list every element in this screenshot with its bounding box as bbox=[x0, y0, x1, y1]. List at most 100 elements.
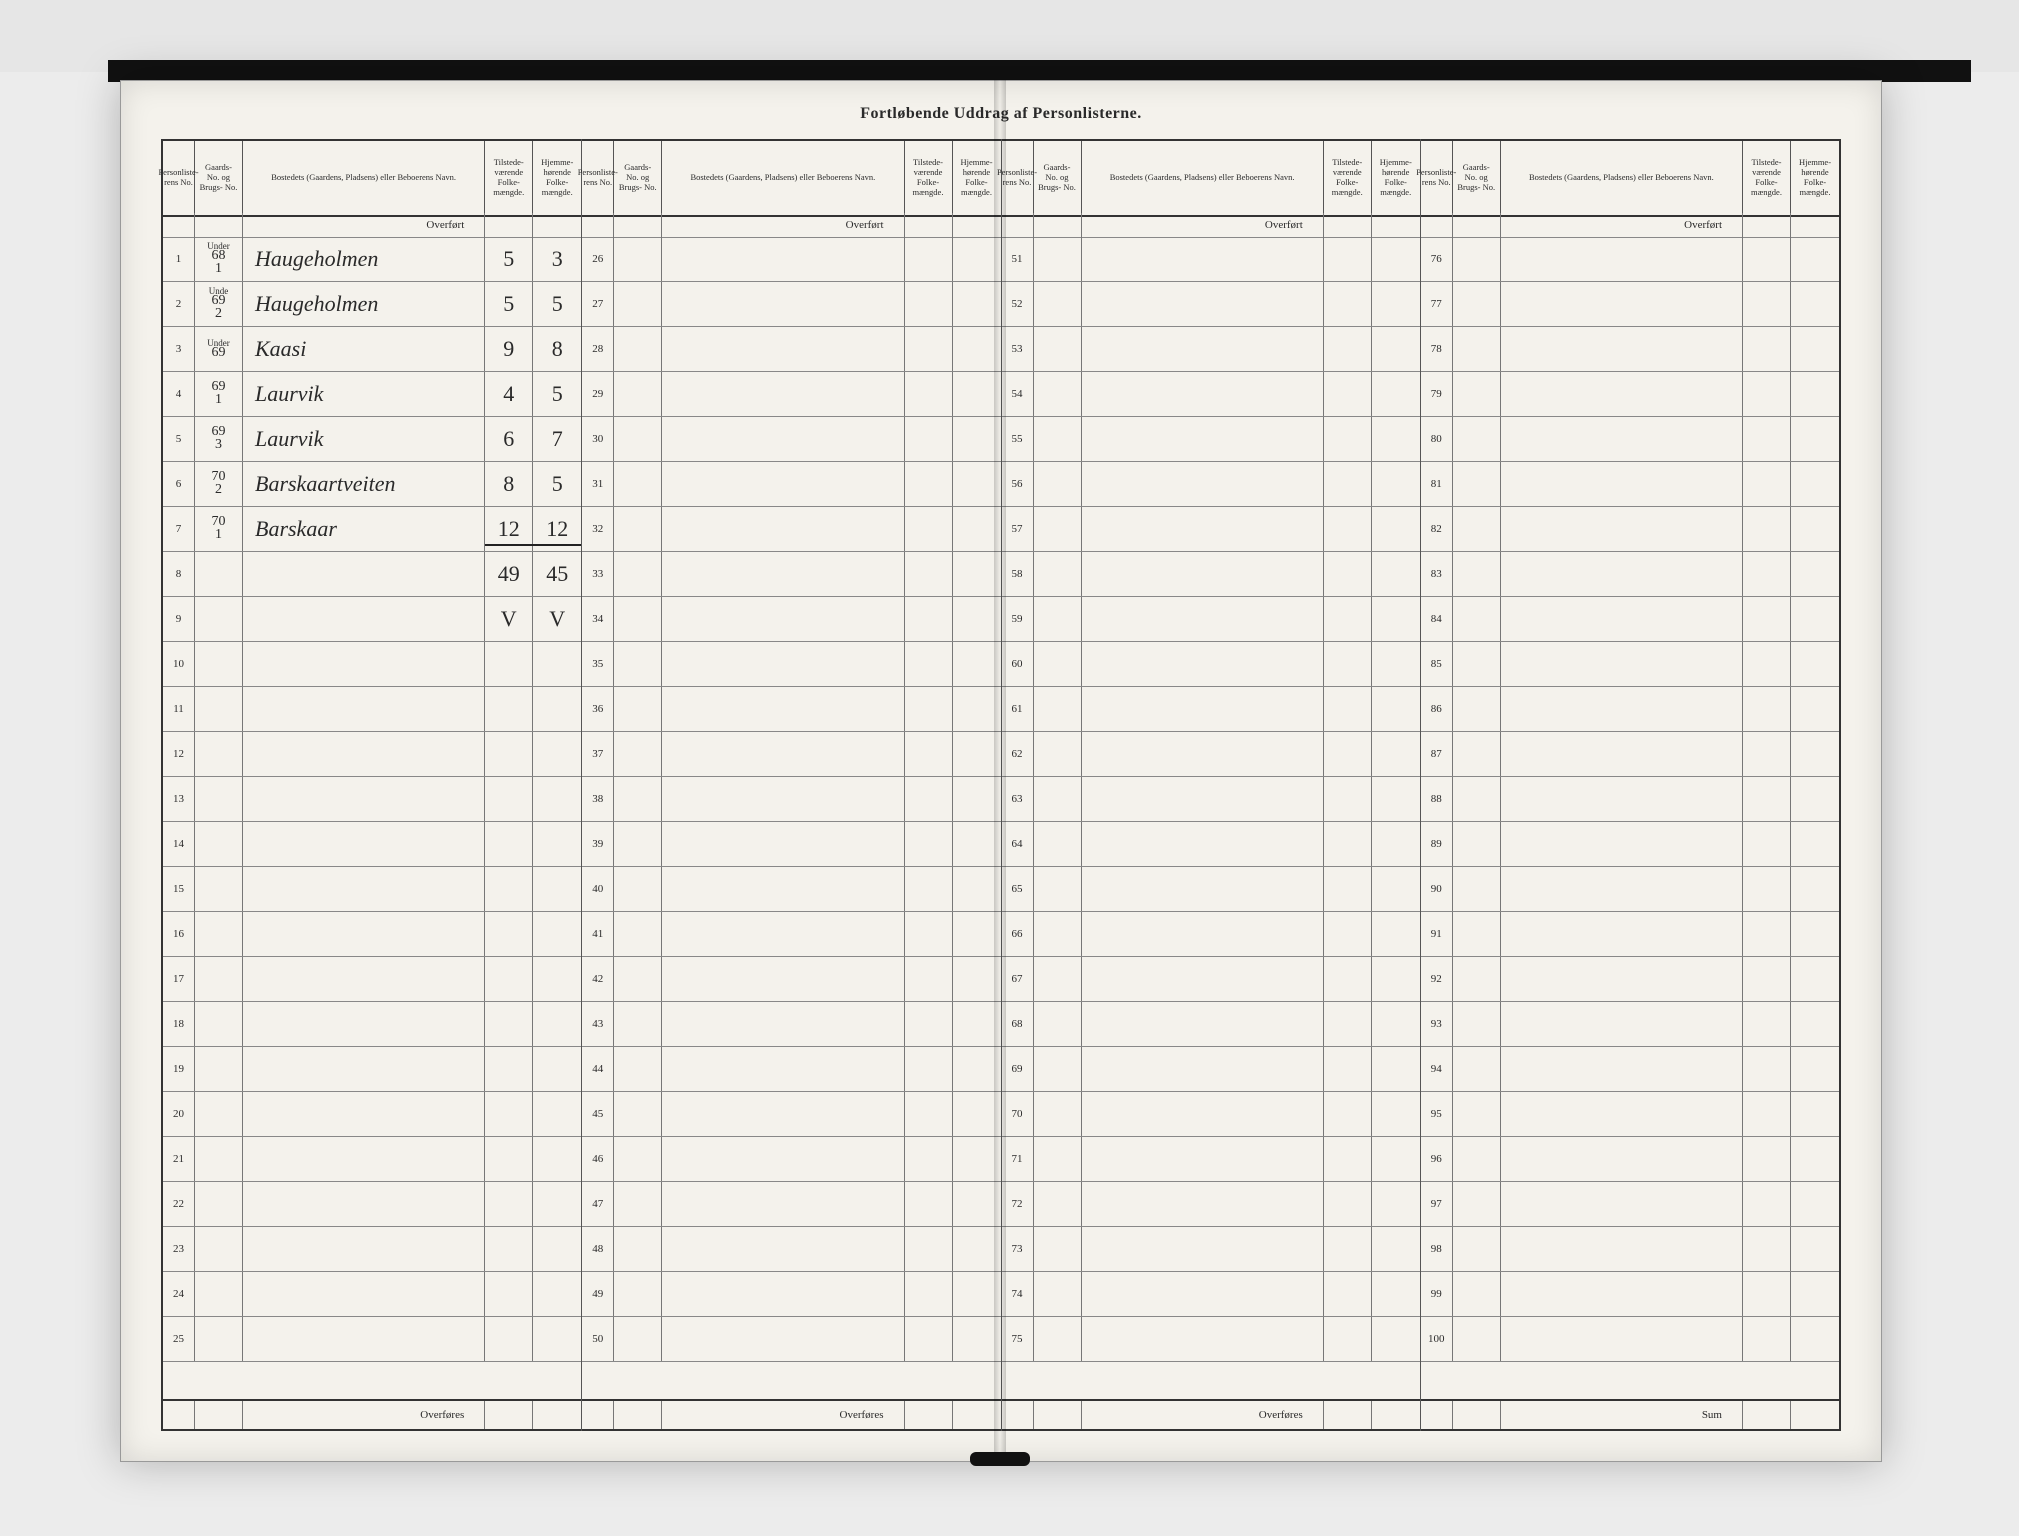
bosted-name bbox=[243, 822, 485, 866]
bosted-name bbox=[243, 732, 485, 776]
hdr-tilstede: Tilstede- værende Folke- mængde. bbox=[1324, 141, 1372, 215]
gaards-brugs-no bbox=[614, 282, 662, 326]
hdr-bosted: Bostedets (Gaardens, Pladsens) eller Beb… bbox=[243, 141, 485, 215]
gaards-brugs-no bbox=[1453, 372, 1501, 416]
tilstede-count bbox=[485, 687, 533, 731]
tilstede-count bbox=[1324, 462, 1372, 506]
tilstede-count bbox=[485, 822, 533, 866]
bosted-name bbox=[1082, 1272, 1324, 1316]
gaards-brugs-no bbox=[614, 912, 662, 956]
row-number: 44 bbox=[582, 1047, 614, 1091]
overfort-row: Overført bbox=[163, 213, 581, 238]
gaards-brugs-no: 701 bbox=[195, 507, 243, 551]
row-number: 73 bbox=[1002, 1227, 1034, 1271]
bosted-name bbox=[243, 912, 485, 956]
quad-4-body: Overført 7677787980818283848586878889909… bbox=[1421, 213, 1839, 1403]
bosted-name bbox=[1501, 687, 1743, 731]
table-row: 6702Barskaartveiten85 bbox=[163, 462, 581, 507]
tilstede-count bbox=[1743, 372, 1791, 416]
table-row: 46 bbox=[582, 1137, 1000, 1182]
gaards-brugs-no bbox=[1034, 237, 1082, 281]
hjemme-count bbox=[1791, 282, 1839, 326]
hdr-tilstede: Tilstede- værende Folke- mængde. bbox=[485, 141, 533, 215]
tilstede-count bbox=[1324, 822, 1372, 866]
tilstede-count bbox=[905, 1002, 953, 1046]
table-row: 75 bbox=[1002, 1317, 1420, 1362]
gaards-brugs-no bbox=[614, 867, 662, 911]
bosted-name bbox=[243, 552, 485, 596]
bosted-name bbox=[243, 867, 485, 911]
hjemme-count: V bbox=[533, 597, 581, 641]
gaards-brugs-no bbox=[195, 822, 243, 866]
table-row: 70 bbox=[1002, 1092, 1420, 1137]
gaards-brugs-no bbox=[195, 732, 243, 776]
bosted-name bbox=[662, 462, 904, 506]
hjemme-count bbox=[1791, 1272, 1839, 1316]
bosted-name bbox=[1082, 912, 1324, 956]
hjemme-count bbox=[1791, 507, 1839, 551]
gaards-brugs-no bbox=[1453, 1092, 1501, 1136]
table-row: 47 bbox=[582, 1182, 1000, 1227]
gaards-brugs-no bbox=[614, 597, 662, 641]
table-row: 32 bbox=[582, 507, 1000, 552]
row-number: 90 bbox=[1421, 867, 1453, 911]
row-number: 55 bbox=[1002, 417, 1034, 461]
tilstede-count bbox=[1324, 1047, 1372, 1091]
table-row: 100 bbox=[1421, 1317, 1839, 1362]
tilstede-count bbox=[485, 957, 533, 1001]
gaards-brugs-no bbox=[1034, 687, 1082, 731]
hjemme-count: 3 bbox=[533, 237, 581, 281]
tilstede-count bbox=[485, 1317, 533, 1361]
tilstede-count bbox=[1743, 1002, 1791, 1046]
row-number: 71 bbox=[1002, 1137, 1034, 1181]
tilstede-count bbox=[1743, 597, 1791, 641]
table-row: 42 bbox=[582, 957, 1000, 1002]
bosted-name bbox=[662, 417, 904, 461]
tilstede-count: 49 bbox=[485, 552, 533, 596]
table-row: 88 bbox=[1421, 777, 1839, 822]
hjemme-count bbox=[533, 822, 581, 866]
tilstede-count bbox=[1743, 1092, 1791, 1136]
bosted-name: Barskaartveiten bbox=[243, 462, 485, 506]
bosted-name bbox=[662, 237, 904, 281]
row-number: 12 bbox=[163, 732, 195, 776]
tilstede-count bbox=[1743, 417, 1791, 461]
gaards-brugs-no bbox=[614, 642, 662, 686]
tilstede-count bbox=[1324, 597, 1372, 641]
hjemme-count bbox=[1372, 597, 1420, 641]
bosted-name bbox=[1082, 822, 1324, 866]
table-row: 4691Laurvik45 bbox=[163, 372, 581, 417]
tilstede-count bbox=[1324, 957, 1372, 1001]
tilstede-count bbox=[905, 1047, 953, 1091]
row-number: 21 bbox=[163, 1137, 195, 1181]
bosted-name bbox=[1082, 462, 1324, 506]
hjemme-count bbox=[533, 867, 581, 911]
gaards-brugs-no: 702 bbox=[195, 462, 243, 506]
row-number: 72 bbox=[1002, 1182, 1034, 1226]
row-number: 80 bbox=[1421, 417, 1453, 461]
row-number: 83 bbox=[1421, 552, 1453, 596]
gaards-brugs-no bbox=[1453, 597, 1501, 641]
table-row: 2Unde692Haugeholmen55 bbox=[163, 282, 581, 327]
tilstede-count bbox=[1743, 822, 1791, 866]
hjemme-count bbox=[533, 957, 581, 1001]
gaards-brugs-no bbox=[614, 552, 662, 596]
table-row: 82 bbox=[1421, 507, 1839, 552]
hdr-hjemme: Hjemme- hørende Folke- mængde. bbox=[1791, 141, 1839, 215]
table-row: 14 bbox=[163, 822, 581, 867]
tilstede-count bbox=[1743, 1317, 1791, 1361]
bosted-name: Barskaar bbox=[243, 507, 485, 551]
row-number: 29 bbox=[582, 372, 614, 416]
gaards-brugs-no bbox=[614, 1272, 662, 1316]
gaards-brugs-no bbox=[1034, 1272, 1082, 1316]
row-number: 91 bbox=[1421, 912, 1453, 956]
table-row: 28 bbox=[582, 327, 1000, 372]
hjemme-count bbox=[533, 1227, 581, 1271]
row-number: 98 bbox=[1421, 1227, 1453, 1271]
hjemme-count bbox=[1372, 1002, 1420, 1046]
tilstede-count bbox=[905, 822, 953, 866]
hjemme-count bbox=[1372, 417, 1420, 461]
row-number: 57 bbox=[1002, 507, 1034, 551]
overfort-row: Overført bbox=[1421, 213, 1839, 238]
bosted-name bbox=[1082, 687, 1324, 731]
